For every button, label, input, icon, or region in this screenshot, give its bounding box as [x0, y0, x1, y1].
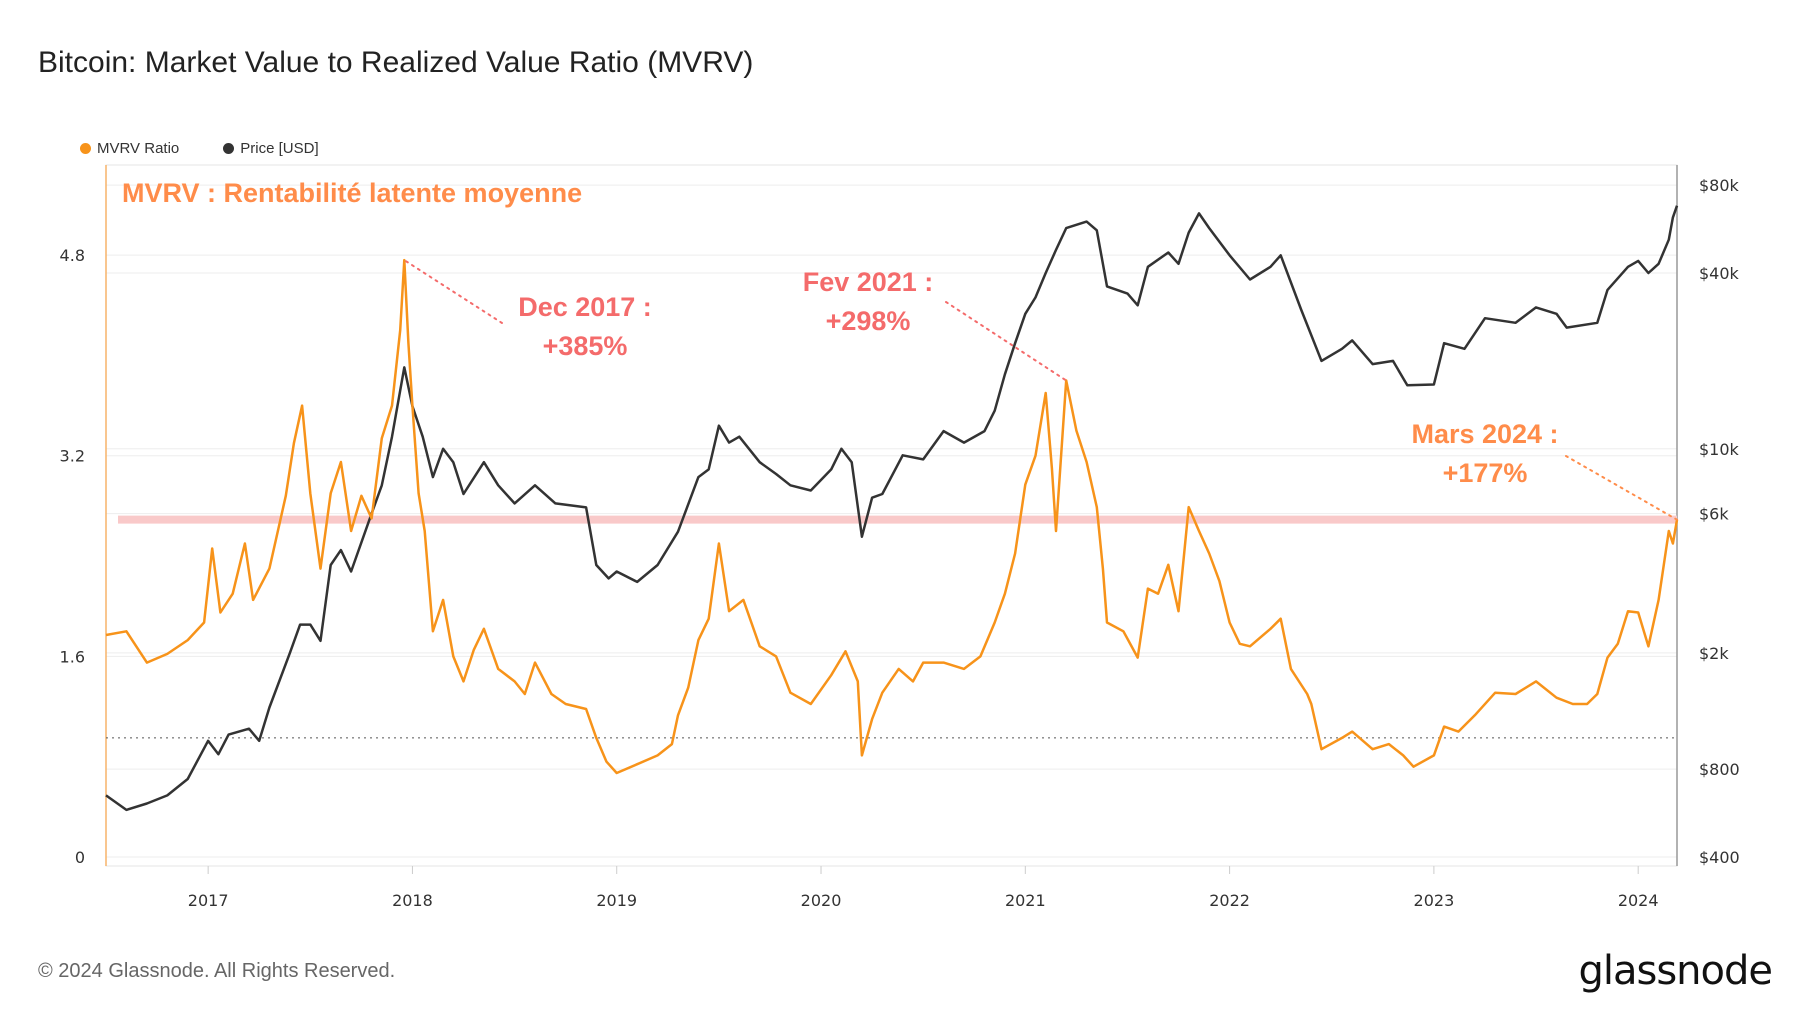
mvrv-dot-icon [80, 143, 91, 154]
annotations: Dec 2017 : +385% Fev 2021 : +298% Mars 2024 … [403, 259, 1678, 521]
price-line [105, 205, 1679, 812]
annotation-label: Fev 2021 : [803, 267, 934, 297]
y-right-tick-label: $40k [1699, 264, 1740, 283]
series-lines [105, 205, 1679, 812]
x-tick-label: 2024 [1618, 891, 1659, 910]
legend: MVRV Ratio Price [USD] [80, 140, 319, 157]
x-tick-label: 2017 [188, 891, 229, 910]
x-tick-label: 2018 [392, 891, 433, 910]
y-right-tick-label: $80k [1699, 176, 1740, 195]
annotation-leader [1565, 455, 1678, 521]
gridlines [106, 184, 1677, 858]
glassnode-logo: glassnode [1578, 948, 1773, 994]
x-tick-label: 2019 [596, 891, 637, 910]
y-right-tick-label: $6k [1699, 505, 1729, 524]
chart-title: Bitcoin: Market Value to Realized Value … [38, 46, 754, 79]
legend-label: Price [USD] [240, 140, 319, 157]
axis-ticks: 0 1.6 3.2 4.8 $400 $800 $2k $6k $10k $40k $80k 2017… [60, 176, 1740, 910]
y-right-tick-label: $400 [1699, 848, 1740, 867]
x-tick-label: 2020 [801, 891, 842, 910]
y-right-tick-label: $800 [1699, 760, 1740, 779]
reference-lines [106, 515, 1677, 739]
y-left-tick-label: 0 [75, 848, 85, 867]
overlay-title: MVRV : Rentabilité latente moyenne [122, 178, 582, 208]
copyright: © 2024 Glassnode. All Rights Reserved. [38, 960, 396, 982]
y-left-tick-label: 1.6 [60, 647, 85, 666]
x-tick-label: 2023 [1414, 891, 1455, 910]
annotation-value: +298% [826, 306, 911, 336]
y-left-tick-label: 4.8 [60, 246, 85, 265]
annotation-leader [945, 301, 1068, 382]
x-tick-label: 2021 [1005, 891, 1046, 910]
legend-item-mvrv[interactable]: MVRV Ratio [80, 140, 179, 157]
y-right-tick-label: $2k [1699, 644, 1729, 663]
legend-item-price[interactable]: Price [USD] [223, 140, 319, 157]
annotation-leader [403, 259, 503, 324]
annotation-value: +385% [543, 331, 628, 361]
legend-label: MVRV Ratio [97, 140, 180, 157]
annotation-label: Dec 2017 : [518, 292, 652, 322]
annotation-value: +177% [1443, 458, 1528, 488]
y-left-tick-label: 3.2 [60, 447, 85, 466]
mvrv-line [105, 258, 1679, 775]
price-dot-icon [223, 143, 235, 154]
x-tick-label: 2022 [1209, 891, 1250, 910]
y-right-tick-label: $10k [1699, 440, 1740, 459]
annotation-label: Mars 2024 : [1411, 419, 1558, 449]
